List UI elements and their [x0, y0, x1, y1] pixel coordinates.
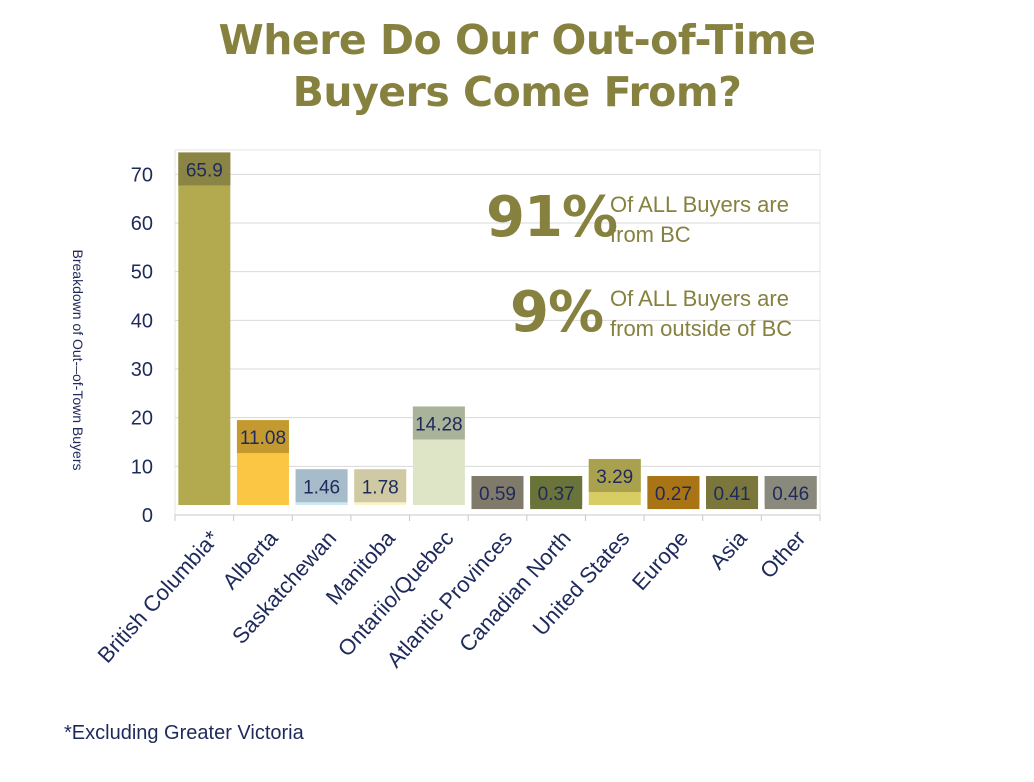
y-tick-label: 30 — [131, 359, 153, 381]
y-tick-label: 60 — [131, 213, 153, 235]
callout-outside-percent: 9% — [510, 280, 604, 345]
callout-bc-text-line-1: Of ALL Buyers are — [610, 192, 789, 217]
bar-label-band — [471, 476, 524, 510]
bar-label-band — [530, 476, 583, 510]
bar-label-band — [354, 469, 407, 503]
data-label: 11.08 — [240, 428, 286, 449]
bar — [178, 152, 231, 505]
bar-label-band — [647, 476, 700, 510]
y-tick-label: 50 — [131, 262, 153, 284]
title-line-1: Where Do Our Out-of-Time — [218, 16, 816, 64]
y-tick-label: 40 — [131, 310, 153, 332]
data-label: 65.9 — [186, 160, 223, 181]
data-label: 0.46 — [772, 484, 809, 505]
data-label: 0.37 — [538, 484, 575, 505]
x-category-label: Saskatchewan — [227, 526, 341, 649]
chart-title: Where Do Our Out-of-Time Buyers Come Fro… — [0, 14, 1034, 118]
bar-label-band — [764, 476, 817, 510]
bar-label-band — [295, 469, 348, 503]
data-label: 0.41 — [714, 484, 751, 505]
y-tick-label: 0 — [142, 505, 153, 527]
bar-label-band — [178, 152, 231, 186]
data-label: 0.59 — [479, 484, 516, 505]
x-category-label: Other — [755, 526, 810, 584]
bar-label-band — [706, 476, 759, 510]
callout-bc-percent: 91% — [486, 185, 618, 250]
y-tick-label: 20 — [131, 408, 153, 430]
callout-outside-text-line-2: from outside of BC — [610, 316, 793, 341]
callout-bc-text-line-2: from BC — [610, 222, 691, 247]
y-tick-label: 10 — [131, 456, 153, 478]
bar-label-band — [588, 459, 641, 493]
x-category-label: Europe — [627, 526, 693, 595]
footnote: *Excluding Greater Victoria — [64, 722, 304, 744]
data-label: 3.29 — [596, 467, 633, 488]
callout-bc-text: Of ALL Buyers are from BC — [610, 190, 789, 250]
data-label: 14.28 — [415, 414, 463, 435]
callout-outside-text-line-1: Of ALL Buyers are — [610, 286, 789, 311]
callout-outside-text: Of ALL Buyers are from outside of BC — [610, 284, 792, 344]
data-label: 1.78 — [362, 477, 399, 498]
x-category-label: Asia — [705, 525, 753, 574]
x-category-label: British Columbia* — [93, 525, 225, 667]
title-line-2: Buyers Come From? — [292, 68, 742, 116]
bar-label-band — [236, 420, 289, 454]
y-tick-label: 70 — [131, 164, 153, 186]
data-label: 1.46 — [303, 477, 340, 498]
data-label: 0.27 — [655, 484, 692, 505]
bar-label-band — [412, 406, 465, 440]
